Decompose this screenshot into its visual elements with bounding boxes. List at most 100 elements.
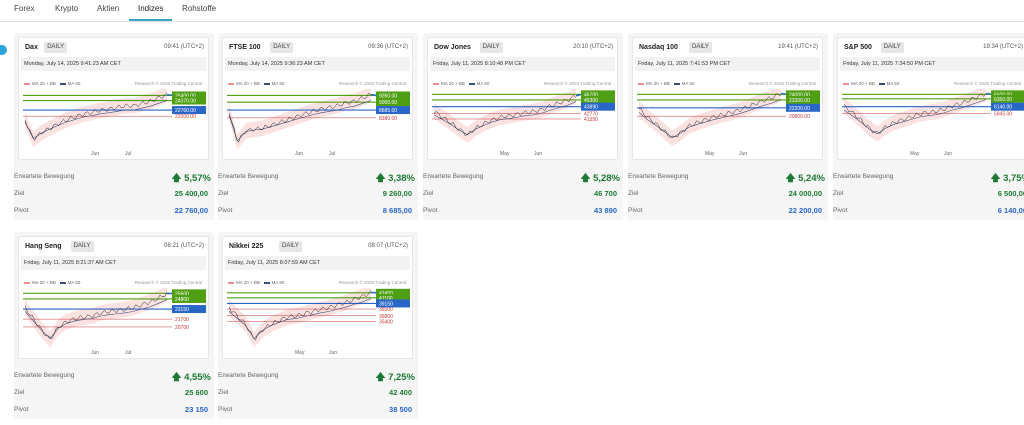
timeframe-badge: DAILY (880, 42, 904, 53)
chart-panel[interactable]: FTSE 100 DAILY 09:36 (UTC+2) Monday, Jul… (222, 37, 413, 160)
tab-krypto[interactable]: Krypto (55, 4, 79, 13)
research-credit: Research © 2025 Trading Central (543, 81, 611, 86)
tab-aktien[interactable]: Aktien (97, 4, 120, 13)
chart-panel[interactable]: Nasdaq 100 DAILY 19:41 (UTC+2) Friday, J… (632, 37, 823, 160)
level-tag: 41350 (584, 117, 598, 123)
level-tag-bg (786, 90, 820, 99)
chart-panel[interactable]: Nikkei 225 DAILY 08:07 (UTC+2) Friday, J… (222, 236, 413, 359)
tab-indizes[interactable]: Indizes (138, 4, 164, 13)
target-value: 42 400 (389, 388, 412, 397)
index-name: Nasdaq 100 (639, 44, 678, 51)
legend-ma50-swatch (468, 82, 475, 85)
legend-ma20-swatch (843, 82, 849, 85)
level-tag: 6350.00 (994, 97, 1012, 103)
level-tag: 25600 (175, 291, 189, 297)
index-card-nikkei-225[interactable]: Nikkei 225 DAILY 08:07 (UTC+2) Friday, J… (218, 232, 418, 419)
date-bar (21, 57, 206, 71)
analysis-date: Friday, July 11, 2025 7:41:53 PM CET (638, 61, 731, 67)
level-tag-bg (581, 90, 615, 99)
expected-move-value: 🡅 3,38% (375, 173, 415, 184)
arrow-up-icon: 🡅 (375, 372, 386, 383)
expected-move-label: Erwartete Bewegung (628, 173, 689, 180)
index-card-nasdaq-100[interactable]: Nasdaq 100 DAILY 19:41 (UTC+2) Friday, J… (628, 33, 828, 220)
level-tag-bg (172, 91, 206, 100)
legend-ma20-swatch (228, 281, 234, 284)
level-tag-bg (376, 98, 410, 107)
level-tag: 6140.00 (994, 105, 1012, 111)
chart-panel[interactable]: Dax DAILY 09:41 (UTC+2) Monday, July 14,… (18, 37, 209, 160)
legend-ma50-swatch (673, 82, 680, 85)
chart-legend: MA 20 + BB MA 50 (638, 81, 694, 86)
analysis-date: Monday, July 14, 2025 9:41:23 AM CET (24, 61, 121, 67)
index-card-dow-jones[interactable]: Dow Jones DAILY 20:10 (UTC+2) Friday, Ju… (423, 33, 623, 220)
expected-move-label: Erwartete Bewegung (423, 173, 484, 180)
ma50-line (24, 299, 168, 339)
target-label: Ziel (218, 190, 229, 197)
index-card-s-p-500[interactable]: S&P 500 DAILY 19:34 (UTC+2) Friday, July… (833, 33, 1024, 220)
x-tick-label: Jun (534, 151, 542, 157)
level-tag-bg (172, 294, 206, 303)
target-label: Ziel (14, 389, 25, 396)
analysis-date: Friday, July 11, 2025 8:21:37 AM CET (24, 260, 117, 266)
chart-panel[interactable]: S&P 500 DAILY 19:34 (UTC+2) Friday, July… (837, 37, 1024, 160)
level-tag-bg (991, 90, 1024, 99)
pivot-value: 8 685,00 (382, 206, 412, 215)
legend-ma50-swatch (263, 82, 270, 85)
pivot-value: 22 760,00 (174, 206, 208, 215)
expected-move-value: 🡅 5,57% (171, 173, 211, 184)
pivot-label: Pivot (218, 207, 233, 214)
arrow-up-icon: 🡅 (990, 173, 1001, 184)
legend-ma50-swatch (878, 82, 885, 85)
x-tick-label: May (500, 151, 510, 157)
target-value: 9 260,00 (382, 189, 412, 198)
index-card-ftse-100[interactable]: FTSE 100 DAILY 09:36 (UTC+2) Monday, Jul… (218, 33, 418, 220)
index-card-dax[interactable]: Dax DAILY 09:41 (UTC+2) Monday, July 14,… (14, 33, 214, 220)
level-tag: 8380.00 (379, 116, 397, 122)
target-label: Ziel (833, 190, 844, 197)
target-label: Ziel (218, 389, 229, 396)
target-value: 25 400,00 (174, 189, 208, 198)
tab-rohstoffe[interactable]: Rohstoffe (182, 4, 217, 13)
target-label: Ziel (628, 190, 639, 197)
level-tag: 22760.00 (175, 108, 196, 114)
chart-legend: MA 20 + BB MA 50 (24, 81, 80, 86)
target-label: Ziel (423, 190, 434, 197)
chart-panel[interactable]: Hang Seng DAILY 08:21 (UTC+2) Friday, Ju… (18, 236, 209, 359)
x-tick-label: May (910, 151, 920, 157)
research-credit: Research © 2025 Trading Central (134, 81, 202, 86)
expected-move-value: 🡅 5,28% (580, 173, 620, 184)
level-tag-bg (786, 95, 820, 104)
expected-move-label: Erwartete Bewegung (14, 173, 75, 180)
level-tag-bg (376, 288, 410, 297)
level-tag: 24370.00 (175, 99, 196, 105)
x-tick-label: Jun (329, 350, 337, 356)
expected-move-value: 🡅 5,24% (785, 173, 825, 184)
pivot-label: Pivot (628, 207, 643, 214)
expected-move-label: Erwartete Bewegung (14, 372, 75, 379)
pivot-value: 22 200,00 (788, 206, 822, 215)
index-card-hang-seng[interactable]: Hang Seng DAILY 08:21 (UTC+2) Friday, Ju… (14, 232, 214, 419)
expected-move-value: 🡅 4,55% (171, 372, 211, 383)
date-bar (225, 256, 410, 270)
index-name: Nikkei 225 (229, 243, 264, 250)
scroll-handle-icon[interactable] (0, 45, 7, 55)
legend-ma50-swatch (59, 82, 66, 85)
level-tag: 38500 (379, 307, 393, 313)
date-bar (635, 57, 820, 71)
level-tag: 46700 (584, 92, 598, 98)
arrow-up-icon: 🡅 (375, 173, 386, 184)
price-line (843, 93, 987, 134)
ma50-line (24, 100, 168, 140)
pivot-value: 6 140,00 (997, 206, 1024, 215)
level-tag: 22200.00 (789, 106, 810, 112)
index-name: Dax (25, 44, 38, 51)
level-tag-bg (991, 94, 1024, 103)
chart-panel[interactable]: Dow Jones DAILY 20:10 (UTC+2) Friday, Ju… (427, 37, 618, 160)
update-time: 08:21 (UTC+2) (164, 243, 204, 249)
tab-forex[interactable]: Forex (14, 4, 35, 13)
timeframe-badge: DAILY (689, 42, 712, 53)
date-bar (430, 57, 615, 71)
